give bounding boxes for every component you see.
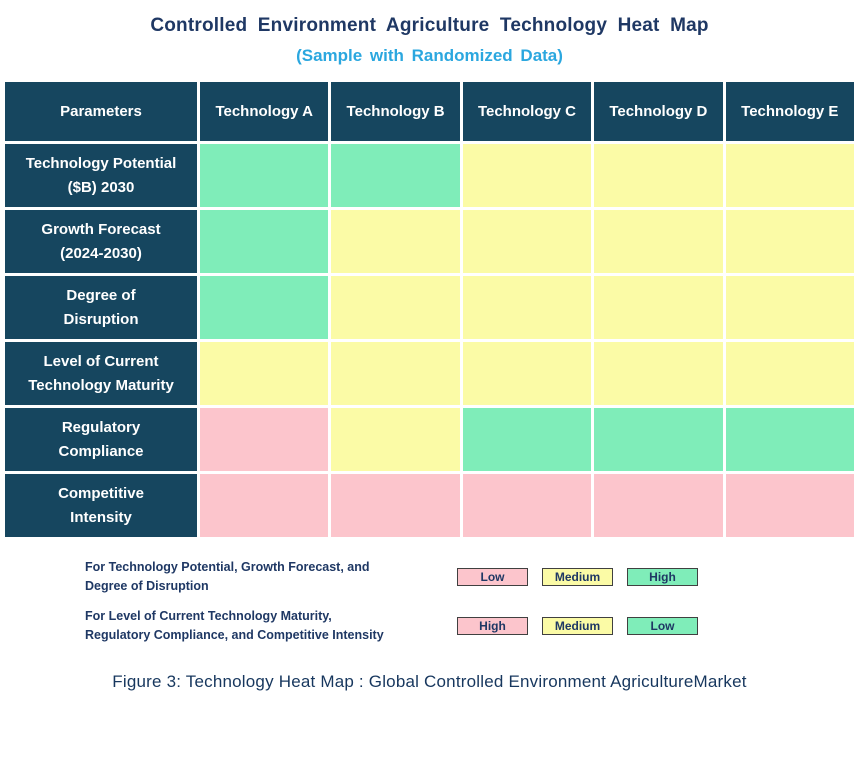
legend-swatches: High Medium Low: [457, 617, 698, 636]
row-label: Technology Potential ($B) 2030: [5, 144, 197, 207]
column-header: Technology B: [331, 82, 460, 141]
heatmap-cell: [594, 408, 723, 471]
parameters-header: Parameters: [5, 82, 197, 141]
heatmap-row: Regulatory Compliance: [5, 408, 854, 471]
heatmap-cell: [594, 144, 723, 207]
heatmap-cell: [594, 210, 723, 273]
heatmap-cell: [725, 210, 854, 273]
heatmap-cell: [462, 210, 592, 273]
row-label: Regulatory Compliance: [5, 408, 197, 471]
heatmap-cell: [200, 276, 329, 339]
heatmap-cell: [462, 342, 592, 405]
heatmap-cell: [594, 474, 723, 537]
legend-swatch-low: Low: [457, 568, 528, 587]
heatmap-cell: [200, 144, 329, 207]
legend-swatch-medium: Medium: [542, 568, 613, 587]
row-label: Degree of Disruption: [5, 276, 197, 339]
legend-label: For Technology Potential, Growth Forecas…: [85, 560, 370, 594]
heatmap-cell: [200, 342, 329, 405]
heatmap-body: Technology Potential ($B) 2030 Growth Fore…: [5, 144, 854, 537]
heatmap-cell: [331, 144, 460, 207]
heatmap-cell: [331, 408, 460, 471]
heatmap-header-row: Parameters Technology A Technology B Techno…: [5, 82, 854, 141]
heatmap-cell: [725, 144, 854, 207]
heatmap-cell: [594, 276, 723, 339]
column-header: Technology E: [725, 82, 854, 141]
page-subtitle: (Sample with Randomized Data): [296, 46, 563, 65]
heatmap-row: Degree of Disruption: [5, 276, 854, 339]
row-label: Level of Current Technology Maturity: [5, 342, 197, 405]
column-header: Technology C: [462, 82, 592, 141]
column-header: Technology D: [594, 82, 723, 141]
legend-rows: For Technology Potential, Growth Forecas…: [85, 558, 859, 646]
heatmap-cell: [725, 408, 854, 471]
heatmap-cell: [725, 342, 854, 405]
heatmap-cell: [725, 474, 854, 537]
heatmap-cell: [462, 408, 592, 471]
legend: For Technology Potential, Growth Forecas…: [0, 558, 859, 646]
legend-swatch-high: High: [627, 568, 698, 587]
page-title: Controlled Environment Agriculture Techn…: [150, 15, 709, 36]
legend-swatch-high: High: [457, 617, 528, 636]
legend-swatches: Low Medium High: [457, 568, 698, 587]
heatmap-row: Level of Current Technology Maturity: [5, 342, 854, 405]
heatmap-cell: [331, 474, 460, 537]
heatmap-row: Growth Forecast (2024-2030): [5, 210, 854, 273]
heatmap-cell: [462, 276, 592, 339]
heatmap-row: Technology Potential ($B) 2030: [5, 144, 854, 207]
heatmap-cell: [331, 210, 460, 273]
row-label: Competitive Intensity: [5, 474, 197, 537]
legend-swatch-low: Low: [627, 617, 698, 636]
heatmap-cell: [462, 474, 592, 537]
legend-label: For Level of Current Technology Maturity…: [85, 608, 384, 643]
heatmap-cell: [331, 276, 460, 339]
heatmap-cell: [200, 408, 329, 471]
legend-line: For Technology Potential, Growth Forecas…: [85, 558, 859, 597]
heatmap-cell: [462, 144, 592, 207]
heatmap-table: Parameters Technology A Technology B Techno…: [2, 79, 857, 540]
row-label: Growth Forecast (2024-2030): [5, 210, 197, 273]
figure-caption: Figure 3: Technology Heat Map : Global C…: [112, 671, 747, 691]
column-header: Technology A: [200, 82, 329, 141]
heatmap-cell: [200, 474, 329, 537]
heatmap-cell: [725, 276, 854, 339]
legend-line: For Level of Current Technology Maturity…: [85, 607, 859, 646]
heatmap-row: Competitive Intensity: [5, 474, 854, 537]
heatmap-cell: [594, 342, 723, 405]
heatmap-cell: [200, 210, 329, 273]
heatmap-cell: [331, 342, 460, 405]
legend-swatch-medium: Medium: [542, 617, 613, 636]
heatmap-header: Parameters Technology A Technology B Techno…: [5, 82, 854, 141]
